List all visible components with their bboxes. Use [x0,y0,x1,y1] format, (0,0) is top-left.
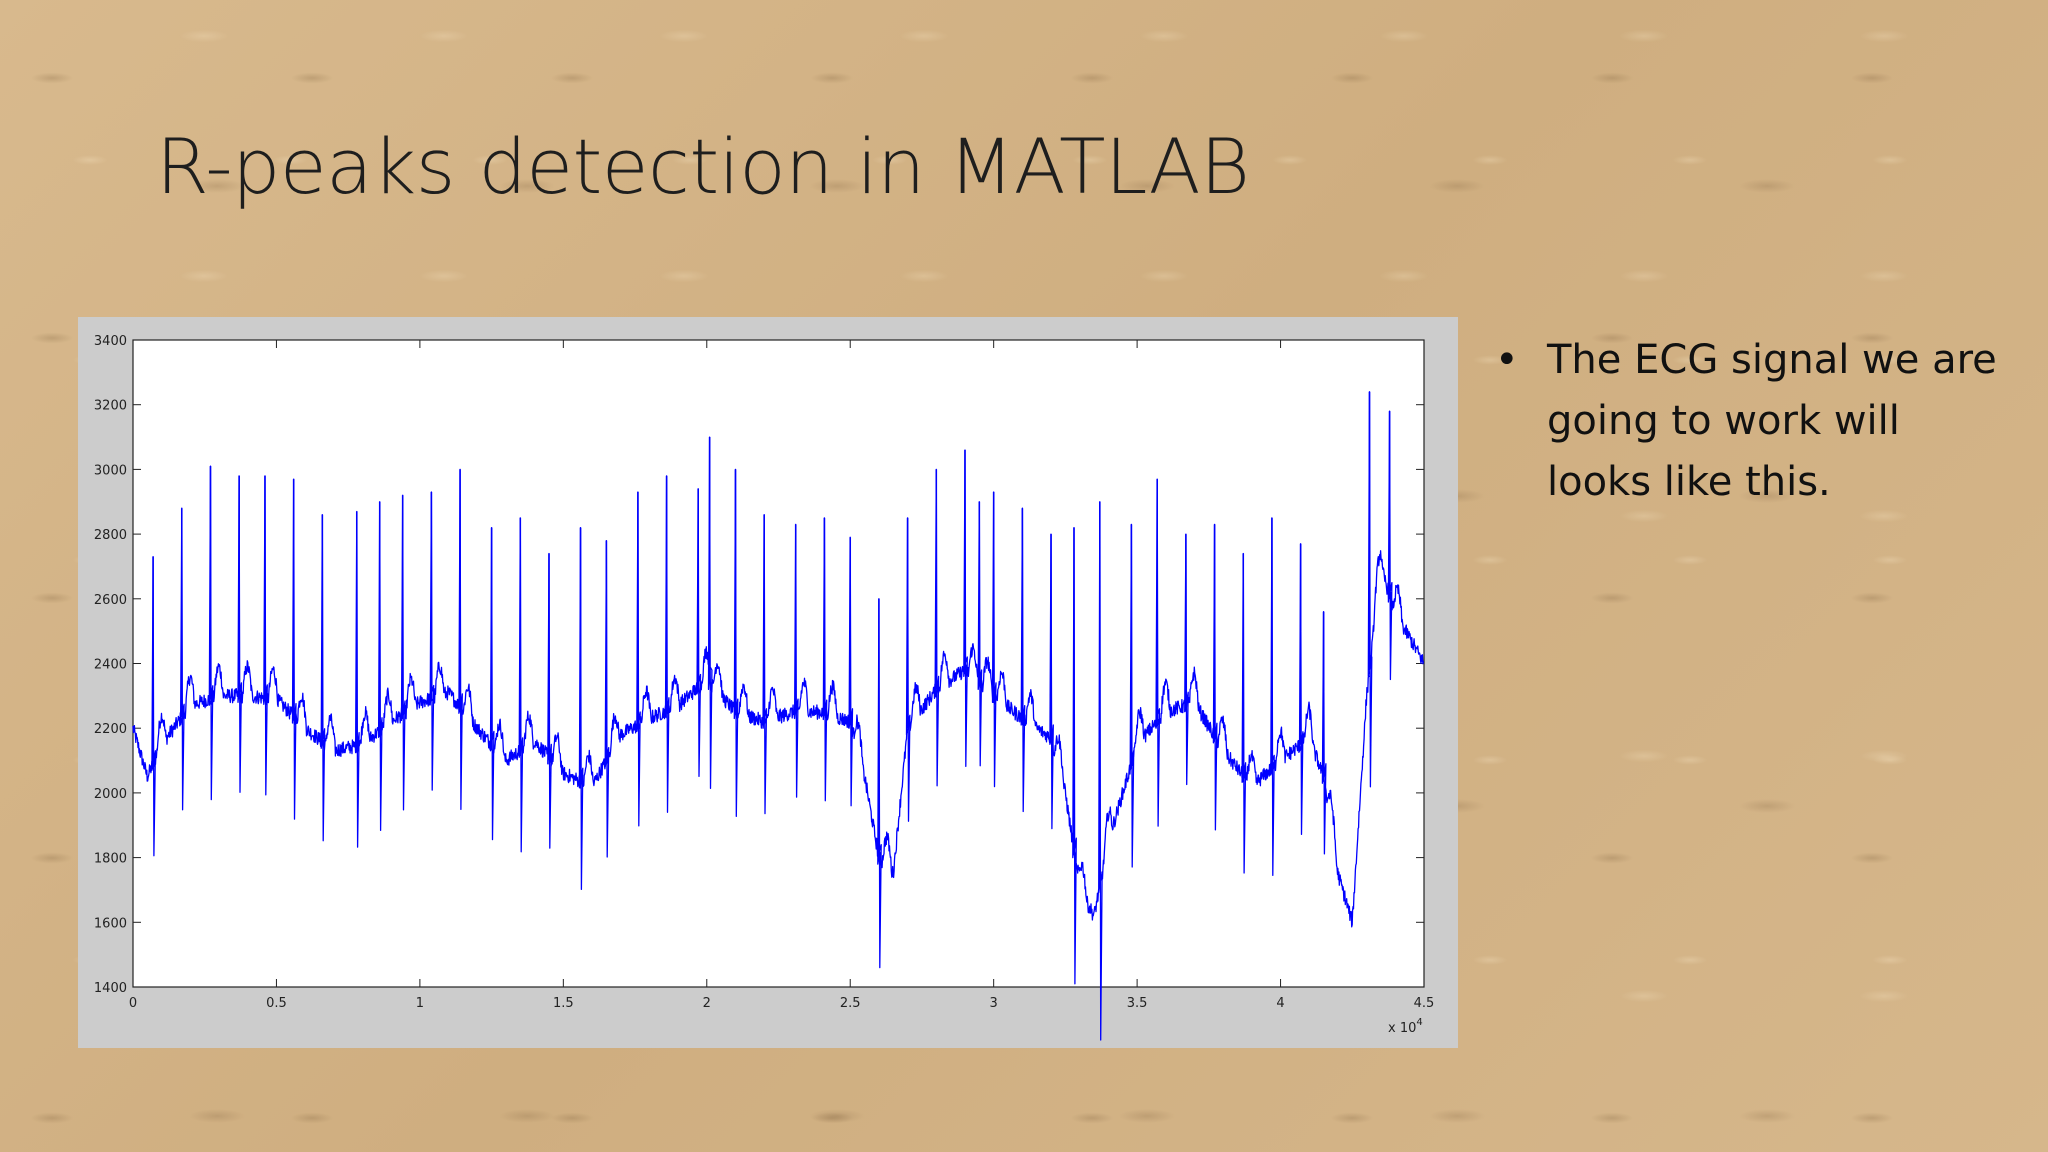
x-scale-note: x 104 [1388,1017,1423,1036]
y-tick-label: 1800 [94,852,127,867]
ecg-signal-line [132,391,1425,1041]
bullet-list: • The ECG signal we are going to work wi… [1495,330,2015,513]
y-tick-label: 2200 [94,722,127,737]
x-tick-label: 1.5 [553,996,574,1011]
y-tick-label: 3200 [94,399,127,414]
y-tick-label: 2600 [94,593,127,608]
x-tick-label: 1 [416,996,424,1011]
x-tick-label: 2 [703,996,711,1011]
bullet-item: • The ECG signal we are going to work wi… [1495,330,2015,513]
x-axis: 0 0.5 1 1.5 2 2.5 3 3.5 4 4.5 [129,340,1434,1011]
y-tick-label: 2800 [94,528,127,543]
bullet-text: The ECG signal we are going to work will… [1547,337,1997,505]
bullet-dot-icon: • [1495,337,1519,383]
slide-title: R-peaks detection in MATLAB [156,122,1250,211]
ecg-figure: 1400 1600 1800 2000 2200 2400 2600 2800 3000 3200… [78,317,1458,1048]
plot-area [132,339,1425,988]
x-tick-label: 0.5 [266,996,287,1011]
y-tick-label: 3400 [94,334,127,349]
y-tick-label: 1400 [94,981,127,996]
x-tick-label: 2.5 [840,996,861,1011]
y-tick-label: 2000 [94,787,127,802]
y-tick-label: 1600 [94,916,127,931]
x-tick-label: 3.5 [1127,996,1148,1011]
y-tick-label: 2400 [94,658,127,673]
y-axis: 1400 1600 1800 2000 2200 2400 2600 2800 3000 3200… [94,334,1424,996]
ecg-series [132,391,1425,1041]
x-tick-label: 4 [1276,996,1284,1011]
ecg-chart: 1400160018002000220024002600280030003200… [94,334,1434,1041]
x-tick-label: 0 [129,996,137,1011]
x-tick-label: 3 [990,996,998,1011]
y-tick-label: 3000 [94,463,127,478]
x-tick-label: 4.5 [1414,996,1435,1011]
